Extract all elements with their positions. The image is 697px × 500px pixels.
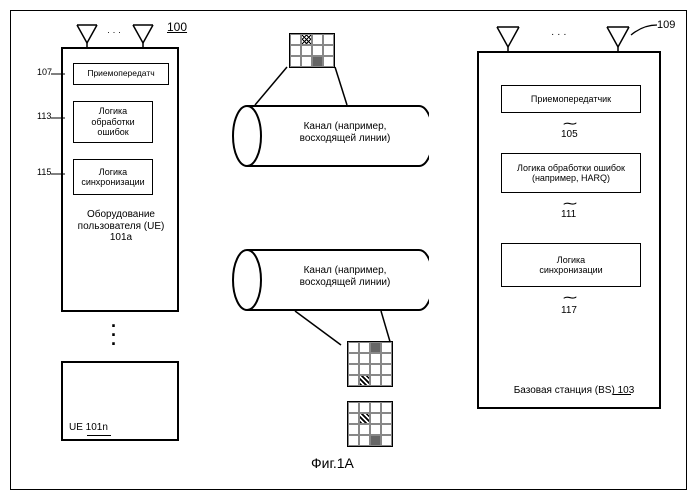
grid-cell	[348, 364, 359, 375]
ue-n-block: UE 101n	[61, 361, 179, 441]
bs-103-underline	[613, 394, 631, 395]
grid-cell	[323, 34, 334, 45]
bs-block: Приемопередатчик ⁓ 105 Логика обработки …	[477, 51, 661, 409]
grid-cell	[312, 45, 323, 56]
grid-cell	[370, 342, 381, 353]
grid-cell	[348, 435, 359, 446]
bs-transceiver: Приемопередатчик	[501, 85, 641, 113]
grid-cell	[381, 424, 392, 435]
grid-cell	[348, 375, 359, 386]
grid-cell	[381, 413, 392, 424]
ue-sync-logic: Логика синхронизации	[73, 159, 153, 195]
grid-bot	[347, 401, 393, 447]
lead-line-115	[51, 171, 65, 177]
ref-113: 113	[37, 111, 51, 121]
grid-cell	[381, 402, 392, 413]
grid-cell	[370, 424, 381, 435]
grid-top-leads	[251, 61, 351, 107]
grid-cell	[290, 34, 301, 45]
grid-cell	[381, 375, 392, 386]
grid-cell	[370, 402, 381, 413]
ue-antenna-right	[131, 23, 155, 49]
grid-mid	[347, 341, 393, 387]
lead-109	[629, 23, 659, 37]
grid-cell	[359, 413, 370, 424]
figure-frame: 100 Приемопередатч Логика обработки ошиб…	[10, 10, 687, 490]
grid-cell	[370, 435, 381, 446]
ue-block: Приемопередатч Логика обработки ошибок Л…	[61, 47, 179, 312]
antenna-dots-ue: · · ·	[107, 27, 121, 37]
ref-111: 111	[561, 209, 576, 221]
ref-100: 100	[167, 21, 187, 35]
ue-antenna-left	[75, 23, 99, 49]
lead-line-107	[51, 71, 65, 77]
grid-cell	[348, 402, 359, 413]
grid-cell	[370, 364, 381, 375]
grid-cell	[359, 353, 370, 364]
grid-cell	[359, 435, 370, 446]
antenna-dots-bs: · · ·	[551, 29, 567, 40]
ref-117: 117	[561, 305, 577, 317]
grid-cell	[301, 45, 312, 56]
lead-line-113	[51, 115, 65, 121]
grid-cell	[359, 424, 370, 435]
ue-error-logic: Логика обработки ошибок	[73, 101, 153, 143]
grid-cell	[301, 34, 312, 45]
grid-cell	[359, 364, 370, 375]
ref-105: 105	[561, 129, 578, 141]
bs-antenna-left	[495, 25, 521, 53]
bs-sync-tilde: ⁓	[563, 289, 577, 305]
grid-cell	[348, 342, 359, 353]
bs-antenna-right	[605, 25, 631, 53]
grid-cell	[370, 413, 381, 424]
grid-cell	[381, 435, 392, 446]
bs-sync-logic: Логика синхронизации	[501, 243, 641, 287]
uen-underline	[87, 435, 111, 436]
grid-cell	[359, 402, 370, 413]
grid-cell	[348, 413, 359, 424]
grid-cell	[370, 353, 381, 364]
grid-cell	[348, 424, 359, 435]
grid-cell	[348, 353, 359, 364]
grid-cell	[381, 364, 392, 375]
grid-cell	[381, 342, 392, 353]
grid-cell	[381, 353, 392, 364]
channel-bot-label: Канал (например, восходящей линии)	[275, 265, 415, 288]
bs-error-logic: Логика обработки ошибок (например, HARQ)	[501, 153, 641, 193]
grid-cell	[312, 34, 323, 45]
grid-cell	[359, 375, 370, 386]
channel-top-label: Канал (например, восходящей линии)	[275, 121, 415, 144]
ue-ellipsis: ...	[111, 317, 117, 344]
ref-115: 115	[37, 167, 51, 177]
grid-cell	[290, 45, 301, 56]
grid-cell	[370, 375, 381, 386]
grid-cell	[359, 342, 370, 353]
ref-109: 109	[657, 19, 675, 32]
grid-cell	[323, 45, 334, 56]
ue-transceiver: Приемопередатч	[73, 63, 169, 85]
ue-equipment-label: Оборудование пользователя (UE) 101a	[71, 209, 171, 244]
ref-107: 107	[37, 67, 52, 77]
ue-n-label: UE 101n	[69, 422, 108, 433]
figure-label: Фиг.1A	[311, 455, 354, 471]
